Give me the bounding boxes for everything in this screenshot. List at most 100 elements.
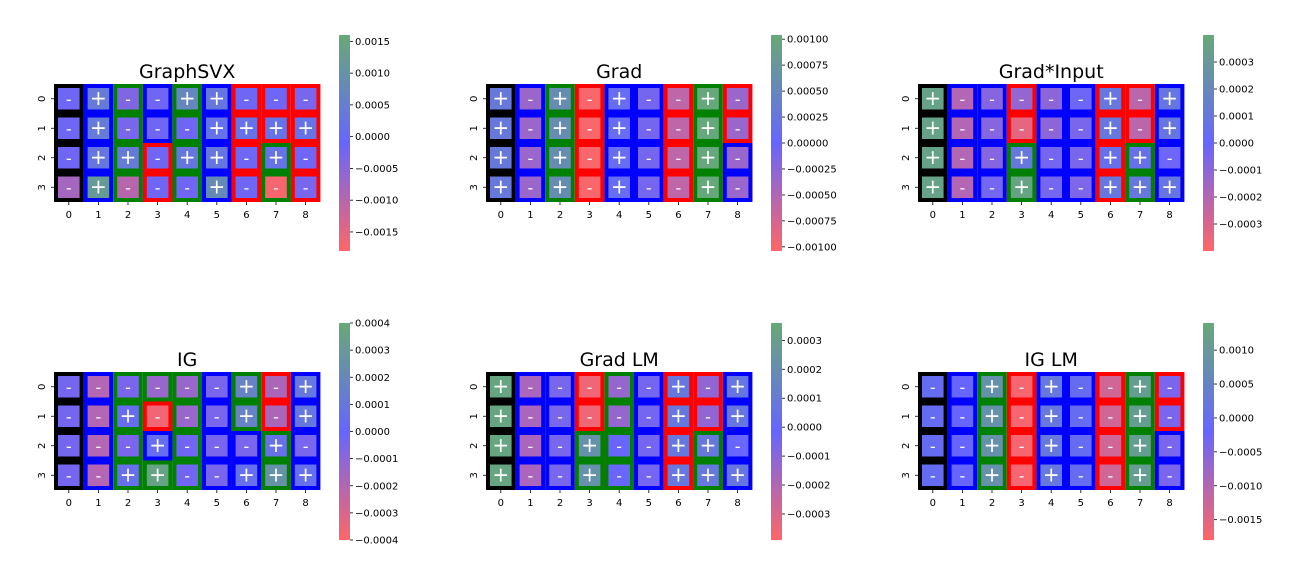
cell-sign-label: -	[587, 178, 593, 197]
heatmap-cell	[235, 435, 258, 457]
heatmap-cell	[1158, 176, 1181, 198]
heatmap-cell	[697, 405, 719, 427]
heatmap-cell	[1158, 405, 1181, 427]
cell-sign-label: +	[1132, 174, 1149, 198]
heatmap-cell	[638, 117, 660, 139]
heatmap-cell	[578, 88, 601, 110]
cell-sign-label: -	[1167, 407, 1173, 426]
cell-sign-label: -	[244, 90, 250, 109]
cell-sign-label: -	[1019, 119, 1025, 138]
heatmap-cell	[1010, 88, 1033, 110]
cell-sign-label: -	[1078, 466, 1084, 485]
heatmap-cell	[1158, 88, 1181, 110]
heatmap-cell	[1040, 464, 1062, 486]
heatmap-cell	[1010, 464, 1033, 486]
heatmap-cell	[87, 464, 110, 486]
cell-sign-label: -	[1167, 149, 1173, 168]
heatmap-cell	[265, 176, 287, 198]
heatmap-cell	[638, 464, 660, 486]
cell-sign-label: -	[184, 378, 190, 397]
x-tick-label: 7	[273, 210, 279, 221]
colorbar-tick-label: −0.00100	[787, 242, 837, 253]
x-tick-label: 8	[1166, 498, 1172, 509]
heatmap-cell	[1070, 117, 1092, 139]
heatmap-cell	[294, 147, 317, 169]
colorbar-tick-label: 0.0001	[1219, 112, 1254, 123]
cell-sign-label: -	[616, 378, 622, 397]
cell-sign-label: +	[297, 403, 314, 427]
y-tick-label: 1	[37, 125, 48, 131]
x-tick-label: 4	[184, 210, 190, 221]
cell-sign-label: +	[924, 145, 941, 169]
cell-sign-label: +	[268, 462, 285, 486]
panel-title: Grad LM	[580, 349, 659, 371]
cell-sign-label: -	[66, 90, 72, 109]
heatmap-cell	[146, 88, 169, 110]
heatmap-cell	[981, 464, 1003, 486]
cell-sign-label: -	[528, 378, 534, 397]
cell-sign-label: +	[670, 433, 687, 457]
colorbar-tick-label: 0.0002	[355, 373, 390, 384]
heatmap-cell	[519, 88, 542, 110]
x-tick-label: 3	[586, 498, 592, 509]
colorbar-tick-label: −0.00025	[787, 164, 837, 175]
cell-sign-label: -	[616, 466, 622, 485]
x-tick-label: 2	[125, 498, 131, 509]
heatmap-cell	[117, 435, 139, 457]
cell-sign-label: +	[492, 462, 509, 486]
x-tick-label: 4	[1048, 210, 1054, 221]
heatmap-cell	[206, 147, 228, 169]
colorbar-tick-label: −0.0005	[1219, 447, 1262, 458]
heatmap-cell	[1010, 435, 1033, 457]
heatmap-cell	[578, 435, 601, 457]
heatmap-cell	[1070, 376, 1092, 398]
heatmap-cell	[58, 464, 80, 486]
y-tick-label: 3	[901, 184, 912, 190]
heatmap-cell	[519, 376, 542, 398]
panel-2: Grad*Input+ - - - - - + - ++ - - - - - + - ++ - - + - - + + -+ - -…	[901, 35, 1262, 251]
heatmap-cell	[519, 464, 542, 486]
heatmap-cell	[1040, 405, 1062, 427]
x-tick-label: 3	[586, 210, 592, 221]
heatmap-cell	[1129, 147, 1151, 169]
cell-sign-label: -	[646, 378, 652, 397]
cell-sign-label: +	[208, 115, 225, 139]
heatmap-cell	[726, 117, 749, 139]
colorbar-tick-label: −0.0015	[1219, 515, 1262, 526]
heatmap-cell	[922, 464, 944, 486]
cell-sign-label: -	[587, 119, 593, 138]
colorbar-tick-label: 0.0003	[1219, 58, 1254, 69]
heatmap-cell	[697, 376, 719, 398]
y-tick-label: 2	[469, 443, 480, 449]
heatmap-cell	[235, 88, 258, 110]
heatmap-cell	[667, 405, 690, 427]
colorbar-tick-label: 0.0015	[355, 37, 390, 48]
cell-sign-label: -	[646, 437, 652, 456]
heatmap-cell	[638, 147, 660, 169]
heatmap-cell	[146, 405, 169, 427]
cell-sign-label: -	[930, 466, 936, 485]
heatmap-cell	[549, 147, 571, 169]
cell-sign-label: -	[930, 437, 936, 456]
cell-sign-label: +	[1161, 174, 1178, 198]
colorbar	[1203, 323, 1214, 540]
heatmap-cell	[726, 88, 749, 110]
heatmap-cell	[265, 464, 287, 486]
x-tick-label: 3	[1018, 210, 1024, 221]
colorbar	[339, 35, 350, 251]
x-tick-label: 2	[989, 210, 995, 221]
cell-sign-label: +	[238, 403, 255, 427]
cell-sign-label: -	[66, 178, 72, 197]
x-tick-label: 8	[302, 210, 308, 221]
cell-sign-label: -	[960, 437, 966, 456]
x-tick-label: 1	[527, 210, 533, 221]
cell-sign-label: +	[611, 115, 628, 139]
cell-sign-label: -	[1048, 149, 1054, 168]
heatmap-cell	[549, 405, 571, 427]
cell-sign-label: -	[735, 119, 741, 138]
heatmap-cell	[206, 435, 228, 457]
colorbar-tick-label: −0.0001	[1219, 166, 1262, 177]
cell-sign-label: +	[1043, 433, 1060, 457]
y-tick-label: 0	[37, 384, 48, 390]
heatmap-cell	[951, 405, 974, 427]
